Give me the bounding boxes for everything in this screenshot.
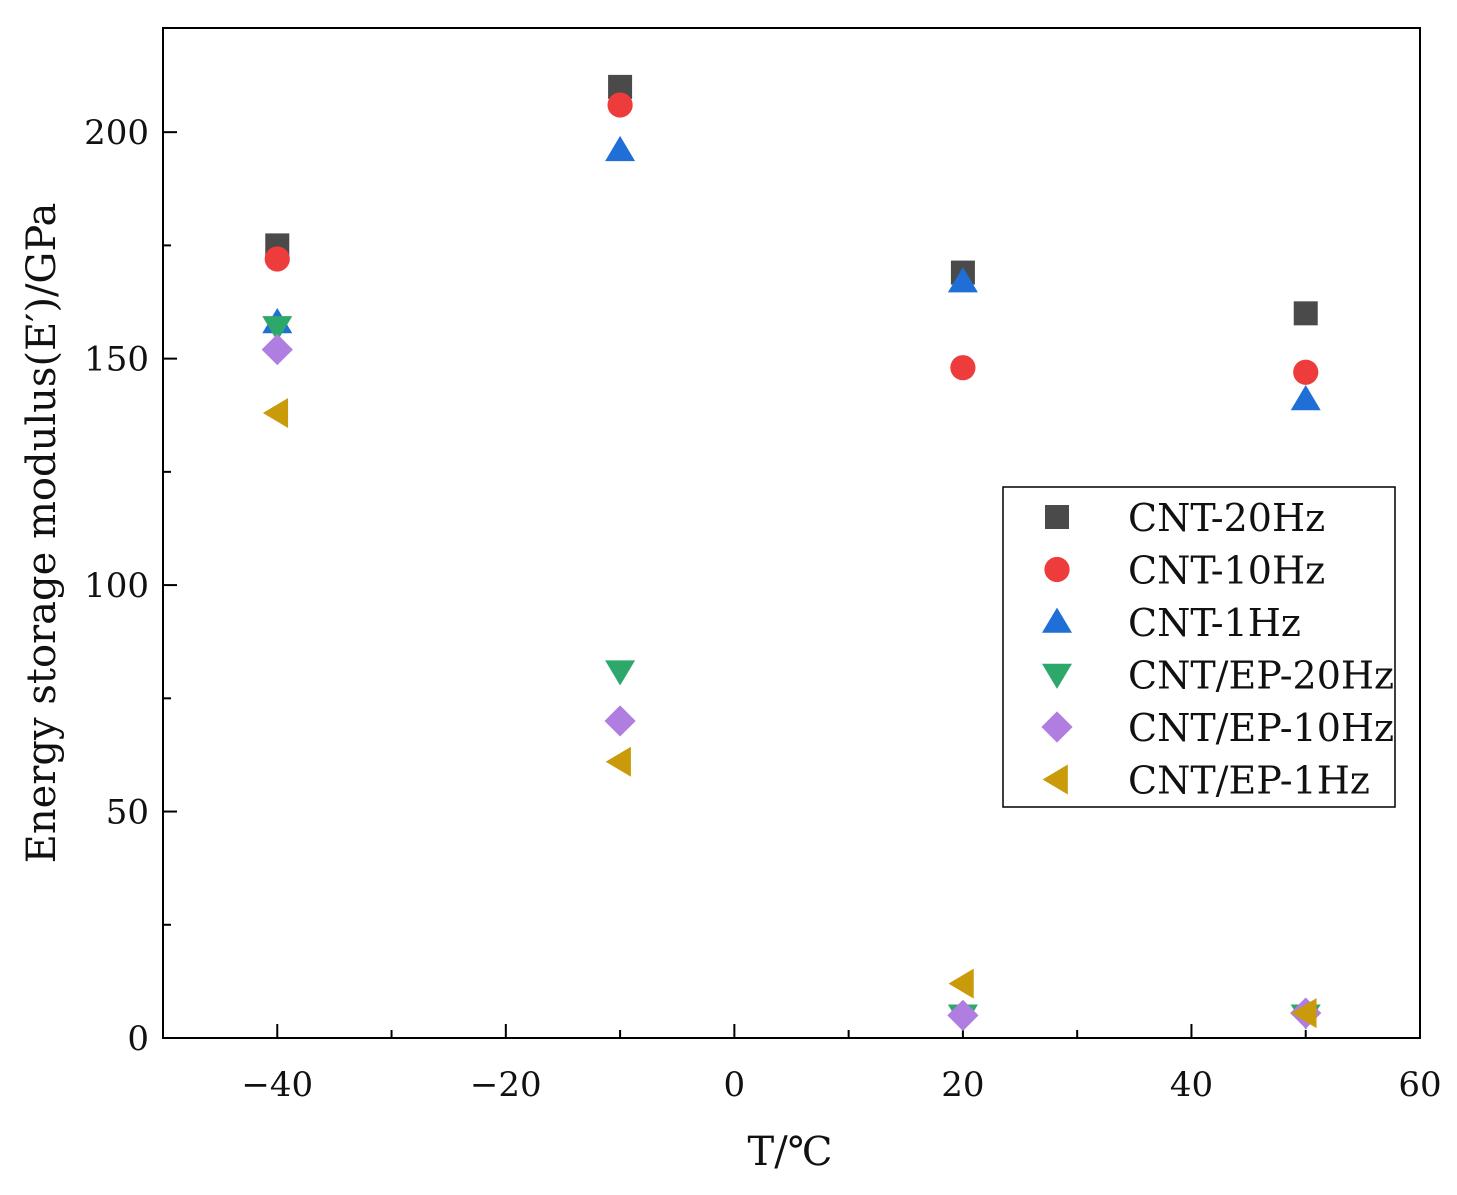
series-cnt-ep-1hz bbox=[262, 397, 1317, 1029]
data-point bbox=[261, 333, 293, 366]
legend-marker bbox=[1042, 607, 1072, 633]
legend-label: CNT/EP-10Hz bbox=[1128, 706, 1394, 750]
x-tick-label: 0 bbox=[724, 1065, 746, 1105]
y-tick-label: 0 bbox=[127, 1019, 149, 1059]
x-tick-label: 40 bbox=[1170, 1065, 1213, 1105]
legend-marker bbox=[1041, 711, 1073, 743]
legend: CNT-20Hz CNT-10Hz CNT-1Hz CNT/EP-20Hz CNT/EP… bbox=[1002, 486, 1396, 808]
legend-label: CNT/EP-20Hz bbox=[1128, 654, 1394, 698]
data-point bbox=[947, 999, 979, 1031]
data-point bbox=[605, 660, 636, 686]
data-point bbox=[607, 92, 633, 118]
series-cnt-1hz bbox=[262, 135, 1321, 411]
data-point bbox=[1293, 301, 1318, 326]
x-tick-label: −40 bbox=[241, 1065, 313, 1105]
y-tick-label: 200 bbox=[84, 113, 149, 153]
y-tick-label: 150 bbox=[84, 340, 149, 380]
axis-ticks: −40 −20 0 20 40 60 0 50 100 150 200 bbox=[84, 113, 1442, 1105]
legend-label: CNT-10Hz bbox=[1128, 549, 1325, 593]
x-tick-label: 20 bbox=[941, 1065, 984, 1105]
y-tick-label: 50 bbox=[106, 793, 149, 833]
data-point bbox=[948, 968, 974, 999]
legend-box bbox=[1002, 486, 1396, 808]
legend-marker bbox=[1042, 764, 1068, 795]
series-cnt-20hz bbox=[265, 74, 1318, 326]
data-point bbox=[604, 705, 636, 737]
y-tick-label: 100 bbox=[84, 566, 149, 606]
data-point bbox=[605, 746, 631, 777]
data-point bbox=[264, 246, 290, 272]
legend-marker bbox=[1042, 663, 1072, 689]
y-axis-title: Energy storage modulus(E′)/GPa bbox=[19, 203, 65, 864]
data-point bbox=[947, 267, 978, 293]
legend-marker bbox=[1045, 505, 1069, 529]
data-point bbox=[1293, 359, 1319, 385]
data-point bbox=[1290, 384, 1321, 411]
legend-marker bbox=[1044, 556, 1070, 583]
data-point bbox=[262, 397, 289, 428]
data-point bbox=[262, 316, 293, 342]
x-tick-label: 60 bbox=[1398, 1065, 1441, 1105]
legend-label: CNT/EP-1Hz bbox=[1128, 759, 1370, 803]
legend-label: CNT-20Hz bbox=[1128, 496, 1325, 540]
data-point bbox=[605, 135, 636, 162]
x-tick-label: −20 bbox=[470, 1065, 542, 1105]
data-point bbox=[950, 355, 976, 381]
data-point bbox=[1291, 998, 1317, 1029]
data-points bbox=[261, 74, 1322, 1031]
legend-label: CNT-1Hz bbox=[1128, 601, 1301, 645]
series-cnt-10hz bbox=[264, 92, 1319, 385]
plot-frame bbox=[162, 27, 1421, 1039]
x-axis-title: T/℃ bbox=[748, 1129, 833, 1175]
